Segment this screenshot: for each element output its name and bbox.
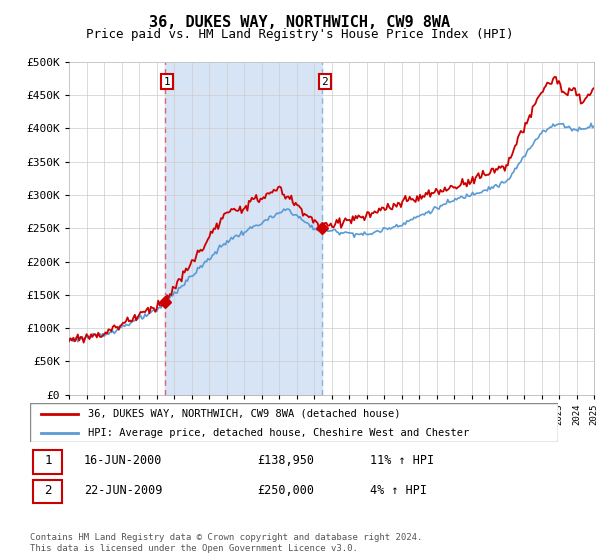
Text: 11% ↑ HPI: 11% ↑ HPI [370, 454, 434, 468]
Text: 4% ↑ HPI: 4% ↑ HPI [370, 484, 427, 497]
Text: £250,000: £250,000 [257, 484, 314, 497]
FancyBboxPatch shape [30, 403, 558, 442]
FancyBboxPatch shape [33, 450, 62, 474]
Text: £138,950: £138,950 [257, 454, 314, 468]
Text: 36, DUKES WAY, NORTHWICH, CW9 8WA: 36, DUKES WAY, NORTHWICH, CW9 8WA [149, 15, 451, 30]
Text: 1: 1 [44, 454, 52, 468]
Text: 1: 1 [164, 77, 170, 87]
Text: Contains HM Land Registry data © Crown copyright and database right 2024.
This d: Contains HM Land Registry data © Crown c… [30, 533, 422, 553]
Text: 2: 2 [322, 77, 328, 87]
Text: Price paid vs. HM Land Registry's House Price Index (HPI): Price paid vs. HM Land Registry's House … [86, 28, 514, 41]
Text: 22-JUN-2009: 22-JUN-2009 [84, 484, 163, 497]
Text: 36, DUKES WAY, NORTHWICH, CW9 8WA (detached house): 36, DUKES WAY, NORTHWICH, CW9 8WA (detac… [88, 409, 401, 419]
FancyBboxPatch shape [33, 480, 62, 503]
Text: 2: 2 [44, 484, 52, 497]
Text: 16-JUN-2000: 16-JUN-2000 [84, 454, 163, 468]
Text: HPI: Average price, detached house, Cheshire West and Chester: HPI: Average price, detached house, Ches… [88, 428, 469, 437]
